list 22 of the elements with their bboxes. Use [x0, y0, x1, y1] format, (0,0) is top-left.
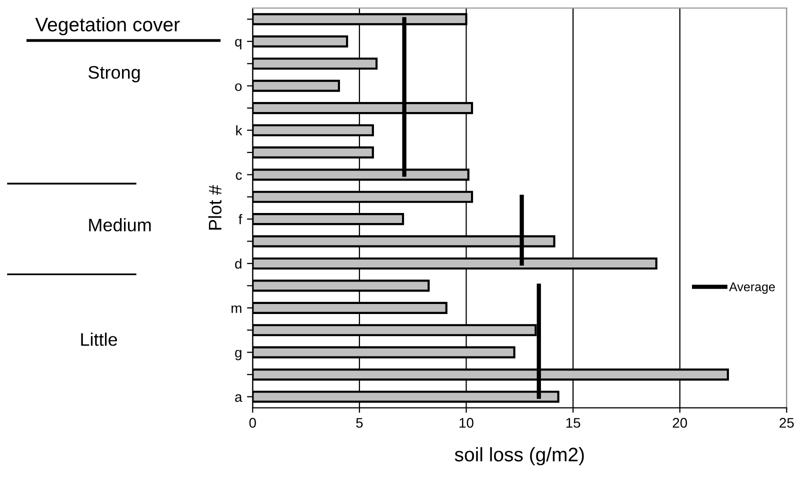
text: Strong: [88, 66, 140, 82]
legend-label: Average: [729, 282, 775, 294]
x-tick-label: 0: [249, 418, 256, 428]
y-axis-title: Plot #: [208, 184, 222, 230]
y-tick-label: a: [235, 394, 242, 402]
text: Little: [81, 332, 118, 346]
x-tick-label: 5: [356, 418, 363, 428]
y-tick-label: m: [232, 305, 242, 313]
y-tick-label: d: [235, 258, 242, 269]
text: Medium: [89, 218, 151, 232]
y-tick-label: g: [235, 350, 242, 360]
y-tick-label: c: [236, 172, 242, 180]
y-tick-label: q: [235, 38, 242, 50]
y-tick-label: f: [238, 214, 242, 224]
y-tick-label: o: [235, 83, 242, 92]
text: Vegetation cover: [35, 17, 180, 36]
x-tick-label: 10: [460, 418, 474, 428]
x-axis-title: soil loss (g/m2): [454, 447, 584, 466]
x-tick-label: 20: [672, 418, 688, 428]
y-tick-label: k: [236, 125, 242, 136]
x-tick-label: 25: [780, 418, 794, 428]
x-tick-label: 15: [566, 418, 580, 428]
